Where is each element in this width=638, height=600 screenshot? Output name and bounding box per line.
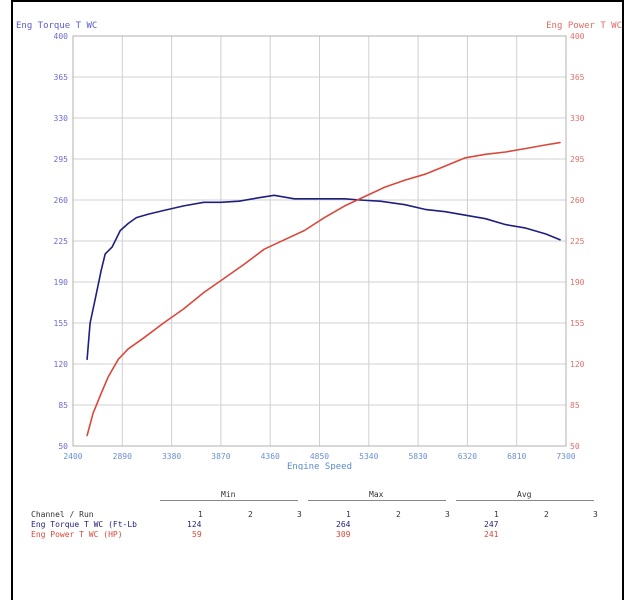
right-tick-label: 225 xyxy=(570,237,585,246)
power-avg-value: 241 xyxy=(484,530,499,539)
right-axis-title: Eng Power T WC xyxy=(546,21,622,31)
power-series-line xyxy=(86,141,561,437)
left-tick-label: 260 xyxy=(54,196,69,205)
min-run-1-header: 1 xyxy=(198,510,203,519)
right-tick-label: 155 xyxy=(570,319,585,328)
x-tick-label: 3870 xyxy=(211,452,230,461)
power-max-value: 309 xyxy=(336,530,351,539)
right-tick-label: 190 xyxy=(570,278,585,287)
left-tick-label: 155 xyxy=(54,319,69,328)
right-tick-label: 365 xyxy=(570,73,585,82)
avg-run-1-header: 1 xyxy=(494,510,499,519)
avg-run-3-header: 3 xyxy=(593,510,598,519)
right-tick-label: 400 xyxy=(570,32,585,41)
max-group-rule xyxy=(308,500,446,501)
min-group-header: Min xyxy=(221,490,236,499)
window-frame xyxy=(11,0,624,600)
plot-border xyxy=(72,35,567,447)
x-axis-ticks: 2400 2890 3380 3870 4360 4850 5340 5830 6320 6810… xyxy=(63,452,575,461)
channel-run-header: Channel / Run xyxy=(31,510,94,519)
dyno-chart: Eng Torque T WC Eng Power T WC 400 365 330… xyxy=(16,21,622,470)
torque-min-value: 124 xyxy=(187,520,202,529)
right-tick-label: 330 xyxy=(570,114,585,123)
left-axis-title: Eng Torque T WC xyxy=(16,21,97,31)
plot-area-border xyxy=(72,35,567,447)
left-tick-label: 190 xyxy=(54,278,69,287)
max-run-1-header: 1 xyxy=(346,510,351,519)
x-tick-label: 5830 xyxy=(408,452,427,461)
min-run-3-header: 3 xyxy=(297,510,302,519)
left-tick-label: 85 xyxy=(58,401,68,410)
x-tick-label: 4360 xyxy=(261,452,280,461)
x-tick-label: 6320 xyxy=(458,452,477,461)
x-tick-label: 2890 xyxy=(113,452,132,461)
right-axis-ticks: 400 365 330 295 260 225 190 155 120 85 50 xyxy=(570,32,585,451)
torque-series-line xyxy=(86,194,561,361)
left-tick-label: 365 xyxy=(54,73,69,82)
left-tick-label: 400 xyxy=(54,32,69,41)
x-tick-label: 5340 xyxy=(359,452,378,461)
max-group-header: Max xyxy=(369,490,384,499)
max-run-2-header: 2 xyxy=(396,510,401,519)
avg-group-rule xyxy=(456,500,594,501)
left-tick-label: 295 xyxy=(54,155,69,164)
min-group-rule xyxy=(160,500,298,501)
power-channel-label: Eng Power T WC (HP) xyxy=(31,530,123,539)
left-tick-label: 120 xyxy=(54,360,69,369)
x-tick-label: 4850 xyxy=(310,452,329,461)
avg-run-2-header: 2 xyxy=(544,510,549,519)
power-min-value: 59 xyxy=(192,530,202,539)
right-tick-label: 295 xyxy=(570,155,585,164)
x-axis-title: Engine Speed xyxy=(287,462,352,470)
avg-group-header: Avg xyxy=(517,490,532,499)
right-tick-label: 50 xyxy=(570,442,580,451)
left-tick-label: 225 xyxy=(54,237,69,246)
torque-channel-label: Eng Torque T WC (Ft-Lb xyxy=(31,520,137,529)
x-tick-label: 6810 xyxy=(507,452,526,461)
torque-avg-value: 247 xyxy=(484,520,499,529)
min-run-2-header: 2 xyxy=(248,510,253,519)
torque-max-value: 264 xyxy=(336,520,351,529)
left-tick-label: 50 xyxy=(58,442,68,451)
left-tick-label: 330 xyxy=(54,114,69,123)
right-tick-label: 85 xyxy=(570,401,580,410)
x-tick-label: 7300 xyxy=(556,452,575,461)
right-tick-label: 120 xyxy=(570,360,585,369)
x-tick-label: 2400 xyxy=(63,452,82,461)
right-tick-label: 260 xyxy=(570,196,585,205)
series-lines xyxy=(86,141,561,437)
left-axis-ticks: 400 365 330 295 260 225 190 155 120 85 50 xyxy=(54,32,69,451)
max-run-3-header: 3 xyxy=(445,510,450,519)
x-tick-label: 3380 xyxy=(162,452,181,461)
